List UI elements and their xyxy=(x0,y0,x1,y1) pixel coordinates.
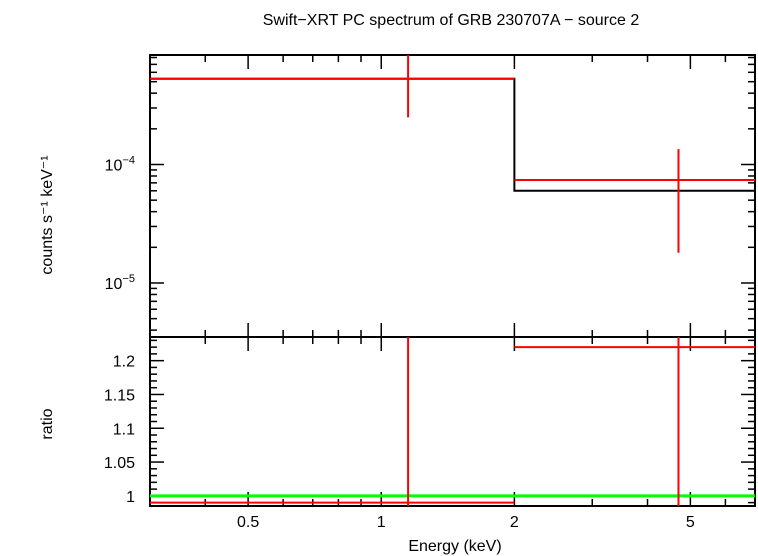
x-tick-label: 2 xyxy=(510,514,519,531)
y-tick-label-exponent: −5 xyxy=(122,273,135,285)
plot-frame xyxy=(149,54,756,338)
plot-frame xyxy=(149,336,756,507)
y-tick-label: 1.05 xyxy=(104,455,135,472)
x-axis-label: Energy (keV) xyxy=(408,538,501,555)
y-tick-label-exponent: −4 xyxy=(122,155,135,167)
y-tick-label: 10−4 xyxy=(105,155,135,175)
y-tick-label-base: 10 xyxy=(105,276,123,293)
spectrum-panel: 10−510−4 xyxy=(105,54,756,338)
y-tick-label: 1 xyxy=(126,489,135,506)
bottom-panel-ylabel: ratio xyxy=(39,408,56,439)
x-tick-label: 0.5 xyxy=(237,514,259,531)
y-tick-label: 1.2 xyxy=(113,354,135,371)
top-panel-ylabel: counts s⁻¹ keV⁻¹ xyxy=(39,155,56,274)
x-tick-label: 5 xyxy=(686,514,695,531)
y-tick-label: 1.15 xyxy=(104,387,135,404)
chart-title: Swift−XRT PC spectrum of GRB 230707A − s… xyxy=(263,12,640,29)
x-tick-label: 1 xyxy=(377,514,386,531)
model-histogram xyxy=(150,77,755,192)
y-tick-label: 10−5 xyxy=(105,273,135,293)
ratio-panel: 1 1.05 1.1 1.15 1.2 0.5 1 2 5 xyxy=(104,336,756,531)
y-tick-label-base: 10 xyxy=(105,158,123,175)
y-tick-label: 1.1 xyxy=(113,421,135,438)
